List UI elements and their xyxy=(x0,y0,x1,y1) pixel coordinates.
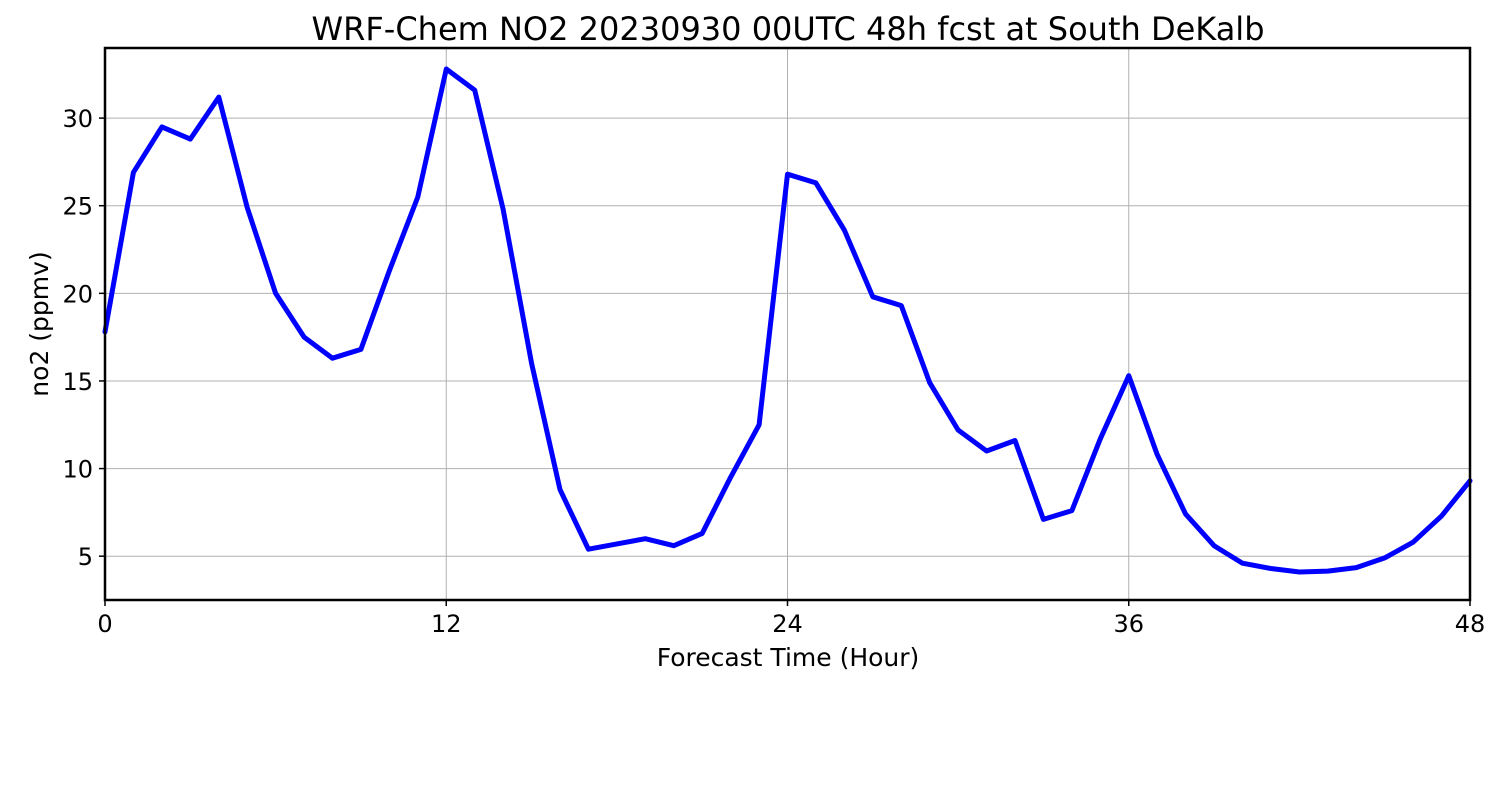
y-tick-label: 15 xyxy=(62,368,93,396)
grid xyxy=(104,48,1471,600)
chart-title: WRF-Chem NO2 20230930 00UTC 48h fcst at … xyxy=(312,10,1265,48)
x-tick-label: 36 xyxy=(1113,610,1144,638)
y-tick-label: 30 xyxy=(62,105,93,133)
x-tick-label: 48 xyxy=(1455,610,1486,638)
x-tick-label: 12 xyxy=(431,610,462,638)
y-tick-label: 5 xyxy=(78,543,93,571)
x-axis-label: Forecast Time (Hour) xyxy=(657,643,920,672)
y-tick-label: 10 xyxy=(62,456,93,484)
series-layer xyxy=(102,66,1473,575)
x-tick-label: 24 xyxy=(772,610,803,638)
no2-series-line xyxy=(102,66,1473,575)
y-tick-label: 20 xyxy=(62,280,93,308)
x-tick-label: 0 xyxy=(97,610,112,638)
ticks: 0 12 24 36 48 5 10 15 20 25 30 xyxy=(62,105,1485,638)
y-tick-label: 25 xyxy=(62,193,93,221)
y-axis-label: no2 (ppmv) xyxy=(25,251,54,396)
